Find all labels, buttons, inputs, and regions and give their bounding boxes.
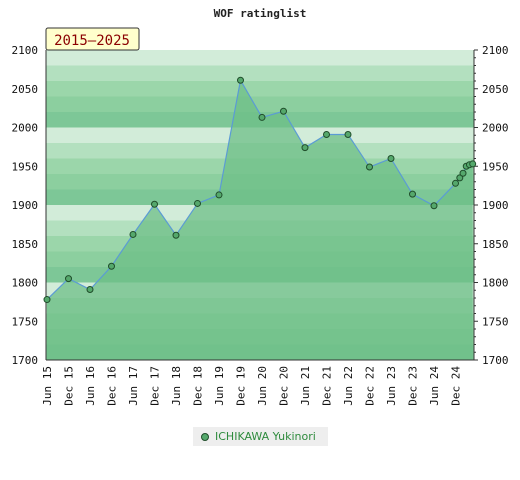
x-tick-label: Jun 17 bbox=[127, 366, 140, 406]
chart-title: WOF ratinglist bbox=[214, 7, 307, 20]
x-tick-label: Jun 19 bbox=[213, 366, 226, 406]
data-point bbox=[280, 107, 287, 115]
data-point bbox=[452, 179, 459, 187]
x-tick-label: Dec 15 bbox=[63, 366, 76, 406]
data-point bbox=[43, 296, 51, 304]
y-tick-label-left: 1900 bbox=[12, 199, 39, 212]
x-tick-label: Jun 20 bbox=[256, 366, 269, 406]
y-tick-label-right: 1950 bbox=[482, 160, 509, 173]
x-tick-label: Jun 18 bbox=[170, 366, 183, 406]
data-point bbox=[344, 130, 352, 138]
x-tick-label: Jun 16 bbox=[84, 366, 97, 406]
data-point bbox=[108, 262, 115, 270]
data-point bbox=[456, 174, 464, 182]
data-points bbox=[43, 76, 477, 304]
data-point bbox=[258, 113, 266, 121]
x-tick-label: Jun 22 bbox=[342, 366, 355, 406]
data-point bbox=[459, 169, 467, 177]
data-point bbox=[172, 231, 180, 239]
period-badge: 2015–2025 bbox=[45, 27, 140, 51]
x-tick-label: Dec 19 bbox=[235, 366, 248, 406]
y-tick-label-right: 1800 bbox=[482, 277, 509, 290]
x-tick-label: Dec 24 bbox=[450, 366, 463, 406]
x-tick-label: Dec 21 bbox=[321, 366, 334, 406]
data-point bbox=[301, 144, 309, 152]
y-tick-label-right: 1750 bbox=[482, 315, 509, 328]
y-tick-label-left: 1800 bbox=[12, 277, 39, 290]
y-tick-label-left: 2050 bbox=[12, 83, 39, 96]
x-tick-label: Dec 20 bbox=[278, 366, 291, 406]
y-tick-label-left: 1700 bbox=[12, 354, 39, 367]
x-tick-label: Dec 23 bbox=[407, 366, 420, 406]
y-tick-label-left: 1850 bbox=[12, 238, 39, 251]
band bbox=[46, 50, 474, 66]
y-tick-label-left: 2000 bbox=[12, 122, 39, 135]
legend-marker-icon bbox=[201, 432, 209, 441]
y-tick-label-left: 1950 bbox=[12, 160, 39, 173]
y-tick-label-right: 1850 bbox=[482, 238, 509, 251]
y-tick-label-right: 2000 bbox=[482, 122, 509, 135]
legend-label: ICHIKAWA Yukinori bbox=[215, 430, 316, 443]
data-point bbox=[129, 230, 137, 238]
data-point bbox=[86, 285, 94, 293]
data-point bbox=[366, 163, 373, 171]
y-tick-label-right: 2100 bbox=[482, 44, 509, 57]
data-point bbox=[151, 200, 158, 208]
tick-labels: 1700 1700 1750 1750 1800 1800 1850 1850 1900 1900… bbox=[12, 44, 509, 406]
y-tick-label-left: 1750 bbox=[12, 315, 39, 328]
legend: ICHIKAWA Yukinori bbox=[193, 427, 328, 446]
y-tick-label-right: 1900 bbox=[482, 199, 509, 212]
data-point bbox=[469, 160, 477, 168]
rating-area-fill bbox=[47, 80, 473, 360]
band bbox=[46, 96, 474, 112]
x-tick-label: Jun 23 bbox=[385, 366, 398, 406]
x-tick-label: Jun 24 bbox=[428, 366, 441, 406]
x-tick-label: Dec 17 bbox=[149, 366, 162, 406]
axes bbox=[45, 49, 478, 361]
y-tick-label-right: 1700 bbox=[482, 354, 509, 367]
x-tick-label: Dec 22 bbox=[364, 366, 377, 406]
x-tick-label: Jun 21 bbox=[299, 366, 312, 406]
x-tick-label: Dec 16 bbox=[106, 366, 119, 406]
y-tick-label-left: 2100 bbox=[12, 44, 39, 57]
band bbox=[46, 81, 474, 97]
data-point bbox=[194, 199, 201, 207]
data-point bbox=[65, 275, 72, 283]
data-point bbox=[237, 76, 244, 84]
band bbox=[46, 65, 474, 81]
x-tick-label: Dec 18 bbox=[192, 366, 205, 406]
x-tick-label: Jun 15 bbox=[41, 366, 54, 406]
data-point bbox=[215, 191, 223, 199]
data-point bbox=[323, 130, 330, 138]
data-point bbox=[387, 155, 395, 162]
y-tick-label-right: 2050 bbox=[482, 83, 509, 96]
data-point bbox=[409, 190, 416, 198]
data-point bbox=[430, 202, 438, 210]
period-label: 2015–2025 bbox=[54, 33, 130, 49]
